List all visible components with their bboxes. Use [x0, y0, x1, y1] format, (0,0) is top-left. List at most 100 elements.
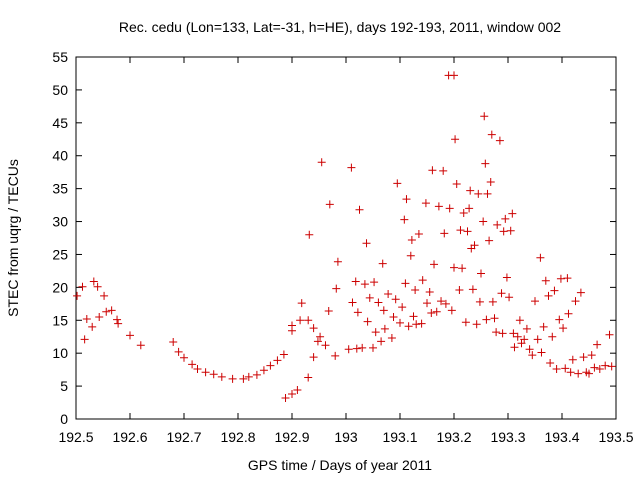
y-tick-label: 35: [52, 181, 68, 197]
y-tick-label: 55: [52, 49, 68, 65]
y-tick-label: 50: [52, 82, 68, 98]
data-point: [363, 317, 372, 326]
y-tick-label: 15: [52, 312, 68, 328]
data-point: [114, 319, 123, 328]
data-point: [324, 307, 333, 316]
data-point: [520, 335, 529, 344]
data-point: [370, 278, 379, 287]
data-point: [316, 332, 325, 341]
data-point: [544, 291, 553, 300]
data-point: [217, 372, 226, 381]
data-point: [82, 314, 91, 323]
data-point: [537, 348, 546, 357]
data-point: [485, 236, 494, 245]
plot-frame: [75, 56, 617, 420]
data-point: [169, 337, 178, 346]
data-point: [501, 214, 510, 223]
data-point: [590, 363, 599, 372]
data-point: [244, 372, 253, 381]
data-point: [425, 287, 434, 296]
data-point: [456, 226, 465, 235]
data-point: [325, 200, 334, 209]
data-point: [404, 322, 413, 331]
data-point: [430, 260, 439, 269]
data-point: [593, 340, 602, 349]
data-point: [333, 257, 342, 266]
data-point: [450, 71, 458, 80]
data-point: [574, 369, 583, 378]
data-point: [313, 337, 322, 346]
data-point: [579, 353, 588, 362]
data-point: [73, 291, 82, 300]
y-tick-label: 25: [52, 246, 68, 262]
data-point: [475, 297, 484, 306]
y-tick-label: 30: [52, 214, 68, 230]
data-point: [585, 369, 593, 378]
data-point: [595, 364, 604, 373]
x-tick-label: 193.5: [598, 429, 633, 445]
data-point: [396, 318, 404, 327]
data-point: [351, 277, 360, 286]
data-point: [559, 324, 568, 333]
x-tick-label: 193.2: [436, 429, 471, 445]
data-point: [414, 230, 423, 239]
data-point: [374, 298, 383, 307]
data-point: [439, 166, 448, 175]
data-point: [463, 227, 472, 236]
data-point: [358, 343, 367, 352]
data-point: [474, 189, 483, 198]
data-point: [362, 239, 371, 248]
data-point: [296, 316, 305, 325]
data-point: [550, 286, 559, 295]
data-point: [348, 298, 357, 307]
data-point: [568, 355, 577, 364]
data-point: [201, 368, 210, 377]
data-point: [441, 299, 450, 308]
data-point: [400, 215, 409, 224]
data-point: [437, 297, 446, 306]
data-point: [347, 163, 356, 172]
y-tick-label: 0: [60, 411, 68, 427]
data-point: [332, 284, 341, 293]
data-point: [601, 361, 610, 370]
data-point: [389, 312, 398, 321]
data-point: [266, 361, 275, 370]
data-point: [136, 341, 145, 350]
data-point: [548, 332, 557, 341]
data-point: [508, 209, 517, 218]
data-point: [566, 368, 575, 377]
data-point: [288, 321, 296, 330]
data-point: [440, 229, 449, 238]
data-point: [607, 362, 616, 371]
data-point: [288, 389, 296, 398]
data-point: [499, 227, 508, 236]
data-point: [539, 322, 548, 331]
data-point: [434, 202, 443, 211]
data-point: [528, 351, 537, 360]
data-point: [193, 364, 202, 373]
data-point: [479, 217, 488, 226]
data-point: [451, 135, 460, 144]
data-point: [533, 335, 542, 344]
data-point: [331, 351, 340, 360]
x-axis-label: GPS time / Days of year 2011: [248, 457, 432, 473]
data-point: [467, 244, 476, 253]
data-point: [174, 347, 183, 356]
data-point: [344, 345, 353, 354]
data-point: [428, 166, 437, 175]
data-point: [305, 230, 314, 239]
data-point: [459, 208, 468, 217]
data-point: [321, 341, 330, 350]
x-tick-label: 192.6: [112, 429, 147, 445]
data-point: [180, 353, 188, 362]
data-point: [488, 297, 497, 306]
data-point: [304, 316, 313, 325]
data-point: [490, 314, 499, 323]
data-point: [587, 351, 596, 360]
data-point: [432, 307, 441, 316]
data-point: [447, 306, 456, 315]
data-point: [505, 293, 514, 302]
data-point: [536, 253, 545, 262]
chart-title: Rec. cedu (Lon=133, Lat=-31, h=HE), days…: [119, 19, 561, 35]
